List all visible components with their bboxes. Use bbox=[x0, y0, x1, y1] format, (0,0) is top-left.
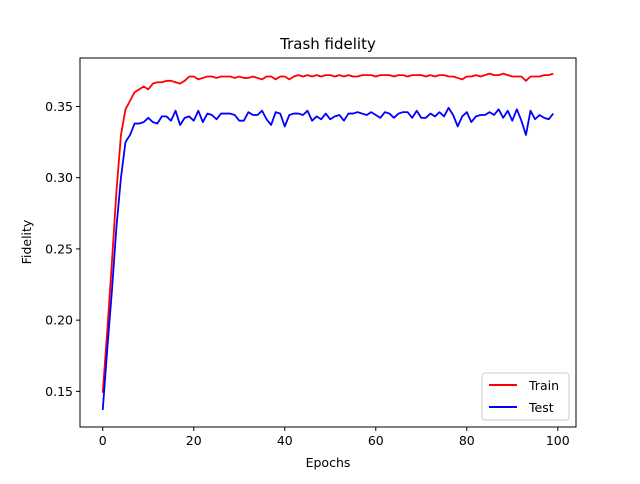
y-tick-label: 0.25 bbox=[45, 241, 73, 256]
y-tick-label: 0.20 bbox=[45, 313, 73, 328]
y-tick-label: 0.30 bbox=[45, 170, 73, 185]
x-tick-label: 60 bbox=[368, 433, 384, 448]
plot-area bbox=[80, 58, 576, 427]
series-line-test bbox=[101, 106, 554, 410]
legend-label-test: Test bbox=[528, 400, 554, 415]
chart-title: Trash fidelity bbox=[279, 35, 376, 53]
plot-frame bbox=[79, 57, 577, 428]
x-tick-label: 20 bbox=[186, 433, 202, 448]
y-axis-label: Fidelity bbox=[19, 219, 34, 264]
series-layer bbox=[101, 72, 554, 410]
y-tick-label: 0.15 bbox=[45, 384, 73, 399]
series-line-train bbox=[101, 72, 554, 393]
x-tick-label: 100 bbox=[546, 433, 570, 448]
x-axis-label: Epochs bbox=[306, 455, 351, 470]
x-tick-label: 40 bbox=[277, 433, 293, 448]
x-tick-label: 0 bbox=[99, 433, 107, 448]
y-tick-label: 0.35 bbox=[45, 99, 73, 114]
x-tick-label: 80 bbox=[459, 433, 475, 448]
x-axis-ticks: 0 20 40 60 80 100 bbox=[99, 427, 570, 448]
legend-label-train: Train bbox=[528, 378, 559, 393]
legend: Train Test bbox=[481, 372, 570, 421]
y-axis-ticks: 0.15 0.20 0.25 0.30 0.35 bbox=[45, 99, 80, 399]
